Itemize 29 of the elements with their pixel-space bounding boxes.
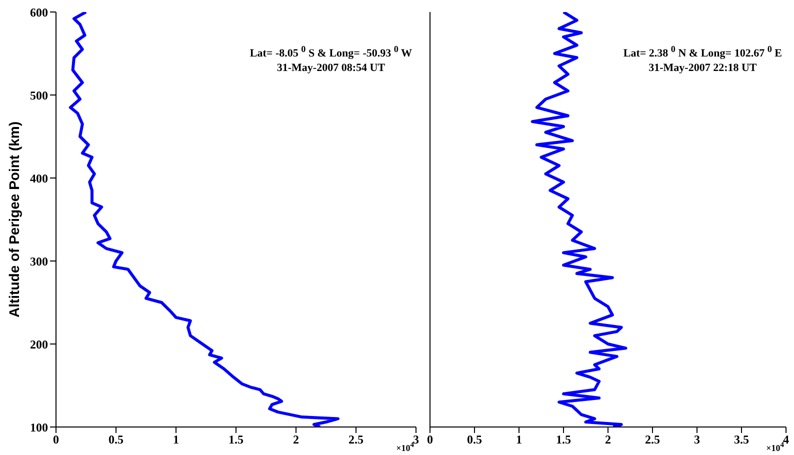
y-tick-label: 400 — [30, 171, 48, 186]
x-tick-label: 2 — [293, 432, 299, 447]
x-tick-label: 2.5 — [348, 432, 364, 447]
annotation: 31-May-2007 22:18 UT — [648, 60, 758, 75]
text: ×10$^{4}$ — [766, 440, 784, 453]
x-tick-label: 0.5 — [467, 432, 482, 447]
x-tick-label: 1 — [516, 432, 522, 447]
x-tick-label: 3 — [694, 432, 700, 447]
annotation: 31-May-2007 08:54 UT — [276, 60, 386, 75]
y-axis-title: Altitude of Perigee Point (km) — [6, 121, 22, 318]
x-tick-label: 3.5 — [734, 432, 749, 447]
annotation: Lat= -8.05 $^{0}$ S & Long= -50.93 $^{0}$ W — [250, 43, 412, 61]
x-tick-label: 3 — [413, 432, 419, 447]
x-tick-label: 1.5 — [556, 432, 571, 447]
annotation: Lat= 2.38 $^{0}$ N & Long= 102.67 $^{0}$ E — [623, 43, 782, 61]
y-tick-label: 600 — [30, 5, 48, 20]
x-tick-label: 0 — [427, 432, 433, 447]
y-tick-label: 100 — [30, 420, 48, 434]
y-tick-label: 500 — [30, 88, 48, 102]
x-tick-label: 0.5 — [108, 432, 124, 447]
x-tick-label: 4 — [783, 432, 789, 447]
y-tick-label: 200 — [30, 337, 48, 352]
y-tick-label: 300 — [30, 254, 48, 268]
x-tick-label: 1.5 — [228, 432, 244, 447]
x-tick-label: 2 — [605, 432, 611, 447]
text: ×10$^{4}$ — [396, 440, 414, 453]
x-tick-label: 0 — [53, 432, 59, 447]
x-tick-label: 2.5 — [645, 432, 660, 447]
x-tick-label: 1 — [173, 432, 179, 447]
